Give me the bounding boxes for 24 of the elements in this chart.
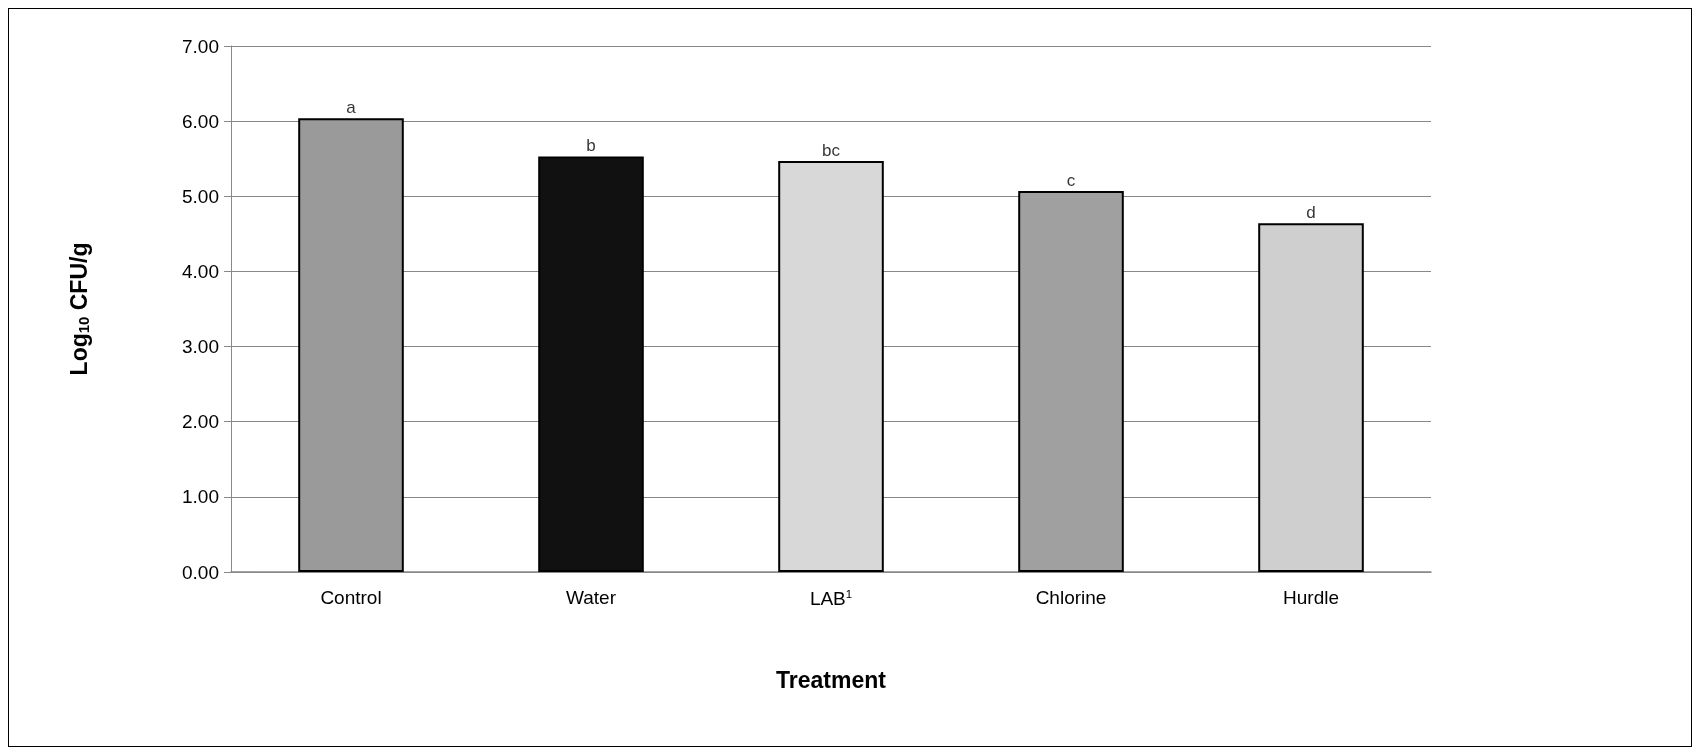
annotation: d: [1306, 203, 1316, 223]
x-tick-label: Water: [566, 587, 617, 608]
y-tick-label: 1.00: [182, 486, 219, 508]
annotation: a: [346, 98, 357, 118]
y-tick-label: 5.00: [182, 185, 219, 207]
x-axis-title: Treatment: [776, 666, 887, 693]
x-tick-label: Hurdle: [1283, 587, 1339, 608]
x-tick-label: Control: [320, 587, 382, 608]
y-tick-label: 7.00: [182, 35, 219, 57]
y-tick-label: 3.00: [182, 336, 219, 358]
x-tick-label: Chlorine: [1035, 587, 1107, 608]
y-tick-label: 2.00: [182, 411, 219, 433]
y-axis-title: Log10 CFU/g: [65, 242, 92, 376]
y-tick-label: 4.00: [182, 260, 219, 282]
bar: [538, 156, 644, 572]
y-tick-label: 6.00: [182, 110, 219, 132]
annotation: bc: [822, 140, 841, 160]
annotation: b: [586, 136, 596, 156]
y-tick-label: 0.00: [182, 561, 219, 583]
bar: [778, 160, 884, 572]
annotation: c: [1066, 171, 1076, 191]
bar: [1258, 223, 1364, 572]
bar: [1018, 191, 1124, 572]
bar: [298, 118, 404, 572]
